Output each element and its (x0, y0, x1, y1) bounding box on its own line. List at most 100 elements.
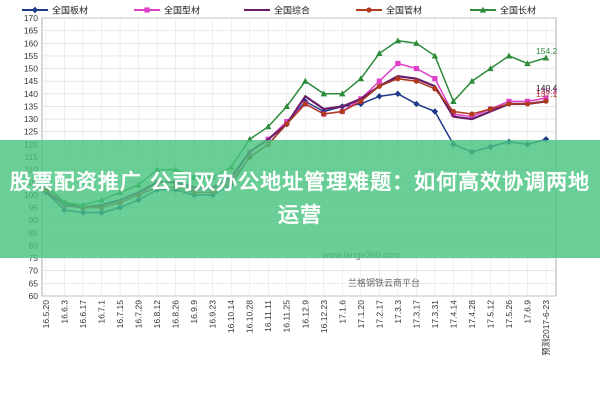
data-point (302, 77, 309, 84)
x-tick-label: 16.9.23 (208, 300, 218, 329)
data-point (339, 90, 346, 97)
x-tick-label: 16.8.26 (171, 300, 181, 329)
promo-banner: 股票配资推广 公司双办公地址管理难题：如何高效协调两地运营 (0, 140, 600, 258)
legend-label: 全国型材 (164, 5, 200, 16)
legend-label: 全国管材 (386, 5, 422, 16)
data-point (432, 86, 438, 92)
y-tick-label: 135 (24, 101, 38, 111)
legend-swatch-marker (144, 7, 150, 13)
data-point (413, 65, 419, 72)
x-tick-label: 16.5.20 (41, 300, 51, 329)
x-tick-label: 16.11.25 (282, 300, 292, 333)
watermark-platform: 兰格钢铁云商平台 (348, 277, 420, 288)
annotation-label: 140.4 (536, 83, 558, 93)
legend-label: 全国综合 (274, 5, 310, 16)
data-point (450, 98, 457, 104)
legend-swatch-marker (479, 6, 487, 13)
data-point (394, 37, 402, 44)
y-tick-label: 160 (24, 38, 38, 48)
legend-swatch-marker (31, 6, 39, 14)
x-tick-label: 17.5.12 (485, 300, 495, 329)
end-value-label: 154.2 (536, 46, 558, 56)
data-point (524, 101, 531, 107)
data-point (413, 39, 420, 46)
y-tick-label: 70 (29, 266, 39, 276)
data-point (505, 52, 513, 59)
x-tick-label: 16.8.12 (152, 300, 162, 329)
data-point (543, 98, 549, 104)
y-tick-label: 155 (24, 51, 38, 61)
y-tick-label: 75 (29, 253, 39, 263)
data-point (468, 77, 476, 84)
y-tick-label: 165 (24, 26, 38, 36)
x-tick-label: 16.12.23 (319, 300, 329, 333)
x-tick-label: 17.6.9 (522, 300, 532, 324)
legend-label: 全国板材 (52, 5, 88, 16)
x-tick-label: 16.7.29 (134, 300, 144, 329)
data-point (339, 108, 345, 115)
legend: 全国板材 全国型材 全国综合 全国管材 全国长材 (22, 5, 536, 16)
data-point (376, 78, 382, 84)
data-point (394, 90, 402, 98)
data-point (265, 123, 272, 130)
x-tick-label: 17.4.14 (448, 300, 458, 329)
data-point (487, 65, 494, 72)
data-point (302, 101, 308, 107)
data-point (431, 52, 439, 59)
x-tick-label: 17.3.17 (411, 300, 421, 329)
promo-banner-text: 股票配资推广 公司双办公地址管理难题：如何高效协调两地运营 (9, 170, 591, 227)
x-tick-label: 17.3.31 (430, 300, 440, 329)
y-tick-label: 145 (24, 76, 38, 86)
data-point (431, 108, 439, 115)
data-point (283, 103, 290, 110)
x-tick-label: 16.10.28 (245, 300, 255, 333)
data-point (376, 93, 383, 100)
x-tick-label: 17.1.20 (356, 300, 366, 329)
data-point (357, 75, 365, 82)
legend-swatch-marker (366, 7, 372, 13)
y-tick-label: 140 (24, 89, 38, 99)
x-tick-label: 16.7.1 (97, 300, 107, 324)
x-tick-label: 预测2017-6-23 (541, 300, 551, 356)
data-point (432, 76, 438, 82)
data-point (284, 121, 290, 127)
legend-item-5: 全国长材 (470, 5, 536, 16)
data-point (320, 90, 327, 97)
data-point (487, 106, 494, 112)
x-axis: 16.5.20 16.6.3 16.6.17 16.7.1 16.7.15 16.7.29… (41, 300, 551, 356)
data-point (376, 83, 382, 89)
x-tick-label: 16.12.9 (300, 300, 310, 329)
x-tick-label: 17.3.3 (393, 300, 403, 324)
legend-item-2: 全国型材 (134, 5, 200, 16)
x-tick-label: 16.6.3 (60, 300, 70, 324)
data-point (542, 54, 550, 61)
data-point (524, 60, 531, 67)
y-tick-label: 150 (24, 64, 38, 74)
y-tick-label: 60 (29, 291, 39, 301)
y-tick-label: 130 (24, 114, 38, 124)
data-point (376, 49, 383, 56)
data-point (321, 111, 327, 117)
x-tick-label: 16.7.15 (115, 300, 125, 329)
x-tick-label: 17.2.17 (374, 300, 384, 329)
x-tick-label: 17.5.26 (504, 300, 514, 329)
end-value-label: 137.1 (536, 89, 558, 99)
x-tick-label: 17.1.6 (337, 300, 347, 324)
data-point (469, 111, 475, 117)
end-value-label: 138.3 (536, 86, 558, 96)
y-tick-label: 125 (24, 127, 38, 137)
data-point (358, 98, 364, 104)
data-point (395, 60, 401, 67)
data-point (450, 108, 457, 115)
legend-item-4: 全国管材 (356, 5, 422, 16)
x-tick-label: 17.4.28 (467, 300, 477, 329)
x-tick-label: 16.9.9 (189, 300, 199, 324)
x-tick-label: 16.11.11 (263, 300, 273, 332)
data-point (506, 101, 512, 107)
data-point (543, 95, 549, 101)
y-tick-label: 170 (24, 13, 38, 23)
legend-label: 全国长材 (500, 5, 536, 16)
data-point (413, 100, 420, 108)
